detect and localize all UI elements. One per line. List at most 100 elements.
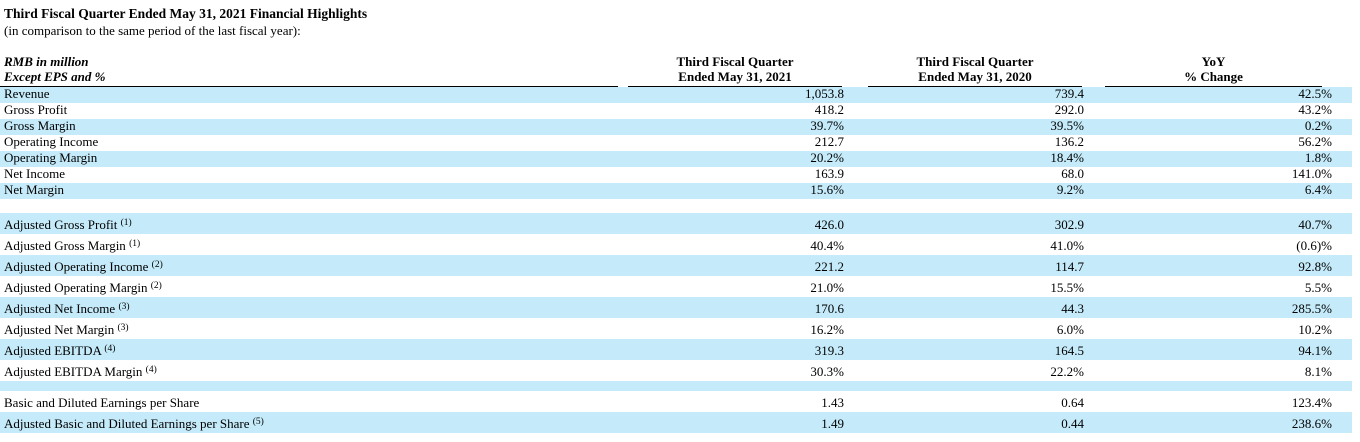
row-label: Adjusted Net Margin (3) [4,322,129,337]
value-fq2020: 15.5% [1050,280,1084,295]
yoy-header-line1: YoY [1201,54,1226,69]
row-label: Net Margin [4,183,65,197]
value-fq2021: 418.2 [814,103,844,117]
spacer-cell [0,381,1352,391]
value-yoy: 8.1% [1304,364,1332,379]
header-cell-yoy: YoY % Change [1087,54,1352,87]
value-yoy: 94.1% [1298,343,1332,358]
financial-highlights-table: RMB in million Except EPS and % Third Fi… [0,54,1352,433]
units-header-line1: RMB in million [4,54,89,69]
value-yoy: (0.6)% [1296,238,1332,253]
value-fq2020: 164.5 [1054,343,1084,358]
fq2021-header-line1: Third Fiscal Quarter [676,54,794,69]
footnote-ref: (4) [145,364,157,375]
financial-highlights-document: Third Fiscal Quarter Ended May 31, 2021 … [0,6,1352,433]
row-label: Adjusted EBITDA Margin (4) [4,364,157,379]
value-fq2021: 1.49 [821,416,844,431]
value-yoy: 1.8% [1304,151,1332,165]
footnote-ref: (1) [129,238,141,249]
row-label: Adjusted Net Income (3) [4,301,130,316]
table-row: Net Income 163.9 68.0 141.0% [0,167,1352,183]
value-fq2021: 163.9 [814,167,844,181]
value-fq2020: 136.2 [1054,135,1084,149]
value-fq2021: 319.3 [814,343,844,358]
value-fq2020: 0.64 [1061,395,1084,410]
row-label: Basic and Diluted Earnings per Share [4,395,200,410]
footnote-ref: (4) [104,343,116,354]
row-label: Gross Margin [4,119,76,133]
value-fq2021: 20.2% [810,151,844,165]
table-row: Adjusted Gross Profit (1) 426.0 302.9 40.7% [0,213,1352,234]
units-header: RMB in million Except EPS and % [0,54,618,87]
value-fq2020: 44.3 [1061,301,1084,316]
value-fq2020: 18.4% [1050,151,1084,165]
table-row: Adjusted Gross Margin (1) 40.4% 41.0% (0.6)… [0,234,1352,255]
header-cell-units: RMB in million Except EPS and % [0,54,620,87]
spacer-row [0,199,1352,213]
value-yoy: 42.5% [1298,87,1332,101]
value-fq2020: 41.0% [1050,238,1084,253]
footnote-ref: (3) [117,322,129,333]
value-yoy: 40.7% [1298,217,1332,232]
value-fq2020: 114.7 [1055,259,1084,274]
table-row: Operating Income 212.7 136.2 56.2% [0,135,1352,151]
fq2021-header-line2: Ended May 31, 2021 [678,69,792,84]
yoy-header-line2: % Change [1184,69,1243,84]
value-yoy: 6.4% [1304,183,1332,197]
value-fq2021: 40.4% [810,238,844,253]
header-cell-fq2021: Third Fiscal Quarter Ended May 31, 2021 [620,54,847,87]
row-label: Adjusted Gross Margin (1) [4,238,141,253]
table-row: Adjusted Basic and Diluted Earnings per … [0,412,1352,433]
row-label: Adjusted Operating Margin (2) [4,280,162,295]
value-fq2020: 68.0 [1061,167,1084,181]
value-fq2020: 22.2% [1050,364,1084,379]
value-yoy: 238.6% [1291,416,1332,431]
footnote-ref: (3) [118,301,130,312]
table-row: Gross Margin 39.7% 39.5% 0.2% [0,119,1352,135]
row-label: Gross Profit [4,103,68,117]
value-fq2020: 292.0 [1054,103,1084,117]
value-yoy: 285.5% [1291,301,1332,316]
spacer-cell [0,199,1352,213]
value-fq2021: 426.0 [814,217,844,232]
table-row: Basic and Diluted Earnings per Share 1.43… [0,391,1352,412]
value-fq2021: 21.0% [810,280,844,295]
row-label: Adjusted Basic and Diluted Earnings per … [4,416,264,431]
value-fq2021: 1,053.8 [805,87,844,101]
table-row: Adjusted Net Income (3) 170.6 44.3 285.5% [0,297,1352,318]
row-label: Adjusted EBITDA (4) [4,343,116,358]
value-yoy: 123.4% [1291,395,1332,410]
table-row: Operating Margin 20.2% 18.4% 1.8% [0,151,1352,167]
row-label: Revenue [4,87,50,101]
value-fq2020: 302.9 [1054,217,1084,232]
row-label: Net Income [4,167,66,181]
value-yoy: 141.0% [1291,167,1332,181]
value-fq2020: 39.5% [1050,119,1084,133]
footnote-ref: (5) [252,416,264,427]
fq2020-header-line1: Third Fiscal Quarter [916,54,1034,69]
value-yoy: 92.8% [1298,259,1332,274]
fq2020-header: Third Fiscal Quarter Ended May 31, 2020 [868,54,1082,87]
table-header: RMB in million Except EPS and % Third Fi… [0,54,1352,87]
value-yoy: 43.2% [1298,103,1332,117]
fq2020-header-line2: Ended May 31, 2020 [918,69,1032,84]
value-yoy: 10.2% [1298,322,1332,337]
row-label: Operating Margin [4,151,98,165]
value-fq2021: 39.7% [810,119,844,133]
value-fq2021: 212.7 [814,135,844,149]
value-fq2020: 6.0% [1056,322,1084,337]
units-header-line2: Except EPS and % [4,69,106,84]
footnote-ref: (2) [150,280,162,291]
value-fq2020: 0.44 [1061,416,1084,431]
value-fq2020: 739.4 [1054,87,1084,101]
table-row: Net Margin 15.6% 9.2% 6.4% [0,183,1352,199]
row-label: Adjusted Operating Income (2) [4,259,163,274]
fq2021-header: Third Fiscal Quarter Ended May 31, 2021 [628,54,842,87]
value-fq2021: 15.6% [810,183,844,197]
header-row: RMB in million Except EPS and % Third Fi… [0,54,1352,87]
spacer-row [0,381,1352,391]
row-label: Operating Income [4,135,99,149]
header-cell-fq2020: Third Fiscal Quarter Ended May 31, 2020 [847,54,1087,87]
row-label: Adjusted Gross Profit (1) [4,217,132,232]
document-title: Third Fiscal Quarter Ended May 31, 2021 … [4,6,368,21]
